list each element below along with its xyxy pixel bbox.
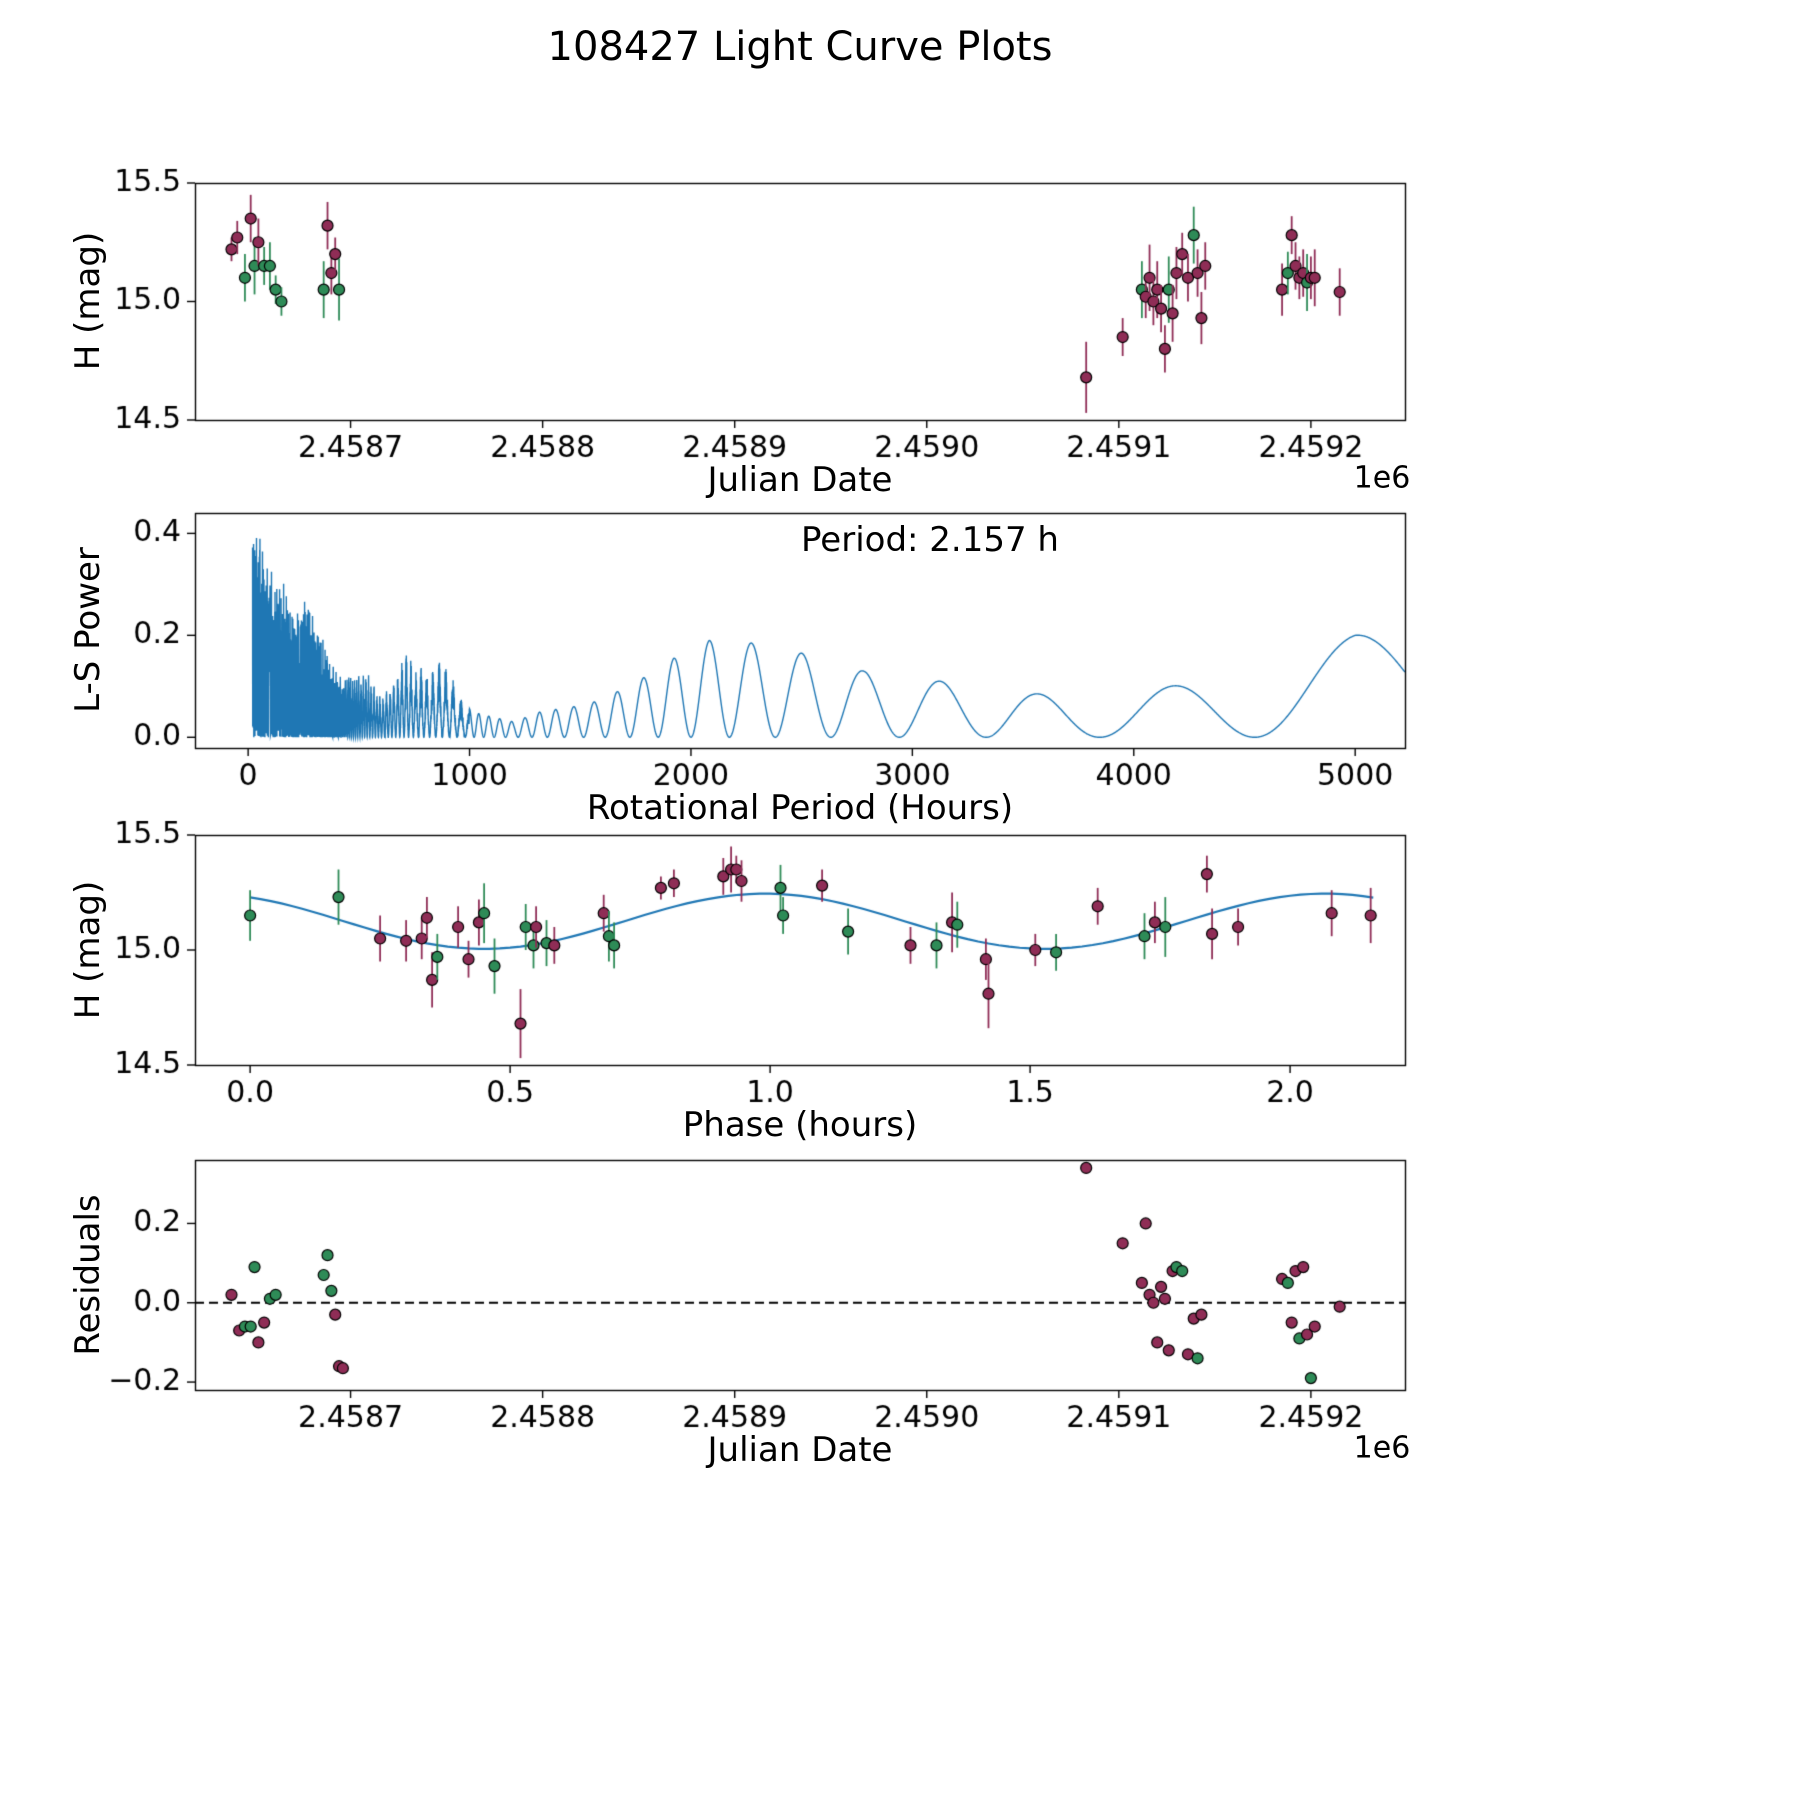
panel1-x-axis-label: Julian Date [707,460,893,500]
period-annotation: Period: 2.157 h [801,520,1059,560]
panel3-x-axis-label: Phase (hours) [682,1105,918,1145]
panel3-y-axis-label: H (mag) [68,880,108,1020]
panel2-y-axis-label: L-S Power [68,547,108,713]
panel1-y-axis-label: H (mag) [68,231,108,371]
panel1-x-offset-label: 1e6 [1353,460,1411,496]
panel4-x-offset-label: 1e6 [1353,1430,1411,1466]
figure-title: 108427 Light Curve Plots [547,24,1053,70]
panel4-x-axis-label: Julian Date [707,1430,893,1470]
panel2-x-axis-label: Rotational Period (Hours) [586,788,1014,828]
panel4-y-axis-label: Residuals [68,1194,108,1356]
